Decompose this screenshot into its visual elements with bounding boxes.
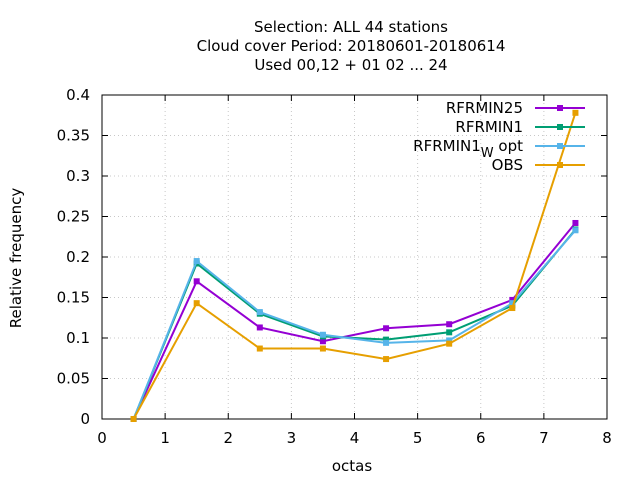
legend-swatch-marker (557, 143, 563, 149)
title-line-3: Used 00,12 + 01 02 ... 24 (254, 56, 447, 74)
legend-swatch-marker (557, 162, 563, 168)
data-point (319, 338, 326, 345)
data-point (446, 329, 453, 336)
y-tick-label: 0 (80, 410, 90, 428)
legend-entry: RFRMIN1 (455, 118, 585, 136)
y-tick-label: 0.05 (57, 370, 90, 388)
data-point (446, 337, 453, 344)
data-point (572, 109, 579, 116)
data-point (446, 340, 453, 347)
data-point (130, 416, 137, 422)
chart-title: Selection: ALL 44 stations Cloud cover P… (197, 18, 506, 74)
data-point (383, 325, 390, 332)
data-point (572, 219, 579, 226)
y-axis-ticks: 0 0.05 0.1 0.15 0.2 0.25 0.3 0.35 0.4 (57, 86, 607, 428)
data-point (383, 356, 390, 363)
data-point (193, 258, 200, 265)
y-axis-label: Relative frequency (7, 188, 25, 329)
x-tick-label: 3 (287, 429, 297, 447)
y-tick-label: 0.4 (66, 86, 90, 104)
data-point (256, 345, 263, 352)
x-tick-label: 4 (350, 429, 360, 447)
data-point (319, 345, 326, 352)
x-tick-label: 2 (223, 429, 233, 447)
data-point (446, 321, 453, 328)
title-line-2: Cloud cover Period: 20180601-20180614 (197, 37, 506, 55)
y-tick-label: 0.1 (66, 329, 90, 347)
data-point (509, 296, 516, 303)
data-point (509, 300, 516, 307)
data-point (193, 278, 200, 285)
y-tick-label: 0.2 (66, 248, 90, 266)
legend-swatch-marker (557, 124, 563, 130)
legend-label: RFRMIN25 (446, 99, 523, 117)
plot-frame (101, 94, 608, 420)
series-line (132, 222, 577, 420)
data-point (256, 309, 263, 316)
legend-swatch-marker (557, 105, 563, 111)
series-line (132, 229, 577, 420)
x-axis-label: octas (332, 457, 372, 475)
data-point (509, 305, 516, 312)
series-3 (130, 227, 579, 422)
series-4 (130, 109, 579, 422)
x-tick-label: 0 (97, 429, 107, 447)
grid-lines (102, 95, 607, 419)
y-tick-label: 0.25 (57, 208, 90, 226)
legend-label: RFRMIN1 (455, 118, 523, 136)
legend-entry: OBS (492, 156, 585, 174)
x-tick-label: 5 (413, 429, 423, 447)
x-tick-label: 1 (160, 429, 170, 447)
legend-entry: RFRMIN25 (446, 99, 585, 117)
data-point (256, 324, 263, 331)
legend-label: RFRMIN1W opt (413, 137, 523, 161)
series-line (132, 228, 577, 420)
legend-entry: RFRMIN1W opt (413, 137, 585, 161)
data-point (193, 300, 200, 307)
y-tick-label: 0.15 (57, 289, 90, 307)
x-tick-label: 8 (602, 429, 612, 447)
data-point (572, 227, 579, 234)
series-line (132, 112, 577, 420)
data-point (319, 331, 326, 338)
y-tick-label: 0.3 (66, 167, 90, 185)
title-line-1: Selection: ALL 44 stations (254, 18, 448, 36)
x-tick-label: 6 (476, 429, 486, 447)
series-layer (130, 109, 579, 422)
x-tick-label: 7 (539, 429, 549, 447)
data-point (383, 339, 390, 346)
y-tick-label: 0.35 (57, 127, 90, 145)
data-point (383, 336, 390, 343)
legend-label: OBS (492, 156, 523, 174)
